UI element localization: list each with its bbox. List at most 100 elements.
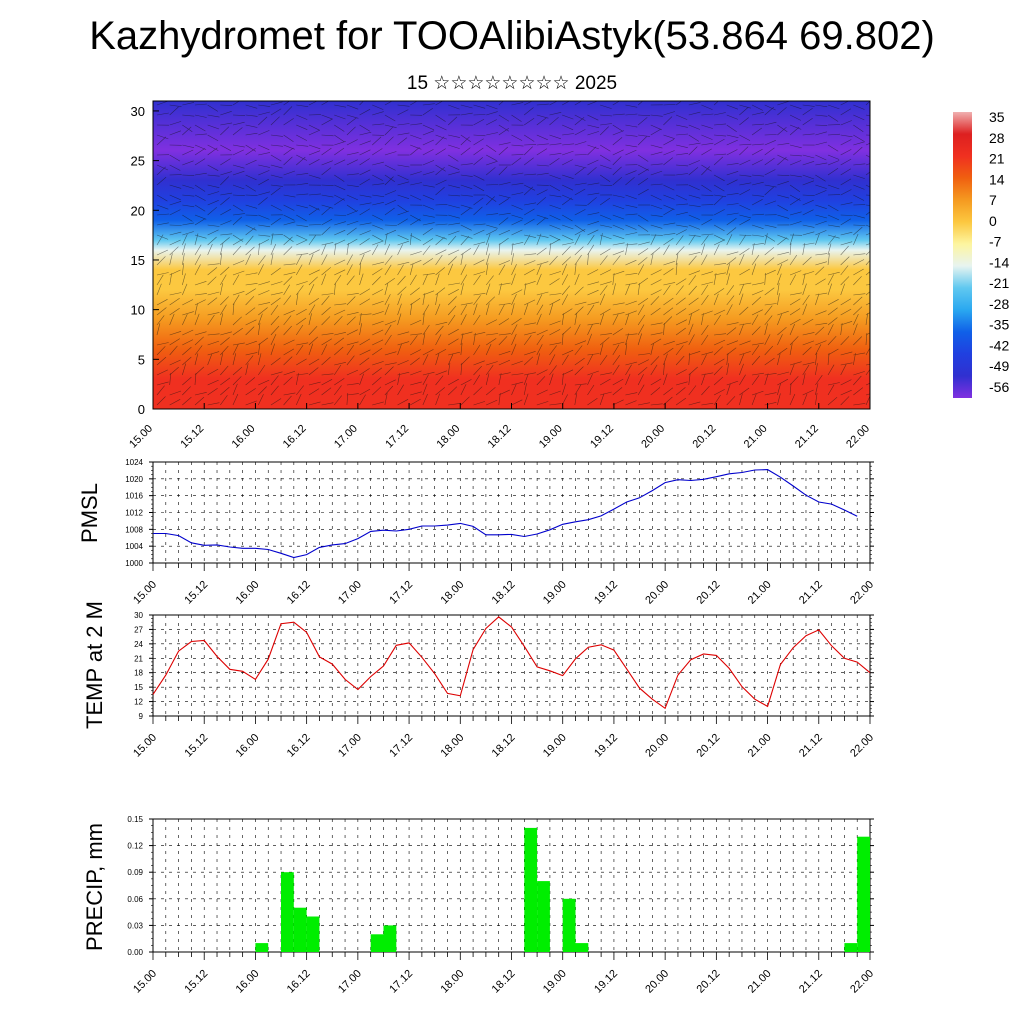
- xtick-label: 16.12: [285, 968, 313, 996]
- colorbar-label: -49: [989, 358, 1009, 374]
- ytick-label: 1016: [125, 492, 143, 501]
- wind-barbs: [156, 101, 870, 406]
- precip-bar: [575, 943, 589, 952]
- heatmap-xtick-label: 18.00: [434, 423, 462, 451]
- heatmap-ytick-label: 15: [131, 253, 145, 268]
- xtick-label: 19.12: [592, 732, 620, 760]
- ytick-label: 30: [134, 611, 143, 620]
- xtick-label: 18.12: [490, 968, 518, 996]
- xtick-label: 21.00: [746, 732, 774, 760]
- heatmap-ytick-label: 0: [138, 402, 145, 417]
- colorbar-label: 0: [989, 213, 997, 229]
- colorbar-label: -21: [989, 275, 1009, 291]
- precip-bar: [383, 925, 397, 952]
- heatmap-xtick-label: 17.00: [332, 423, 360, 451]
- series-line: [153, 469, 858, 559]
- xtick-label: 15.00: [131, 732, 159, 760]
- xtick-label: 15.12: [182, 968, 210, 996]
- colorbar-label: -28: [989, 296, 1009, 312]
- colorbar-label: 28: [989, 130, 1005, 146]
- xtick-label: 21.12: [797, 968, 825, 996]
- colorbar-label: -35: [989, 317, 1009, 333]
- precip-bar: [293, 907, 307, 952]
- colorbar-label: -14: [989, 254, 1009, 270]
- xtick-label: 15.12: [182, 579, 210, 607]
- xtick-label: 17.12: [387, 732, 415, 760]
- pmsl-panel: 1000 1004 1008 1012 1016 1020 1024 15.00 15.12 16…: [125, 458, 876, 607]
- heatmap-xtick-label: 22.00: [844, 423, 872, 451]
- heatmap-ytick-label: 20: [131, 203, 145, 218]
- ytick-label: 1024: [125, 458, 143, 467]
- heatmap-panel: 0 5 10 15 20 25 30 15.00 15.12 16.00 16.12 17.00 17.…: [127, 100, 872, 451]
- precip-panel: 0.00 0.03 0.06 0.09 0.12 0.15 15.00 15.12 16.00 1…: [127, 815, 876, 996]
- colorbar-bar: [953, 112, 972, 398]
- heatmap-ytick-label: 5: [138, 352, 145, 367]
- xtick-label: 16.12: [285, 732, 313, 760]
- xtick-label: 20.00: [643, 579, 671, 607]
- xtick-label: 17.00: [336, 968, 364, 996]
- ytick-label: 21: [134, 654, 143, 663]
- xtick-label: 18.12: [490, 732, 518, 760]
- ytick-label: 15: [134, 683, 143, 692]
- heatmap-xtick-label: 17.12: [383, 423, 411, 451]
- ytick-label: 1012: [125, 509, 143, 518]
- colorbar-label: 7: [989, 192, 997, 208]
- heatmap-xtick-label: 19.12: [588, 423, 616, 451]
- xtick-label: 15.12: [182, 732, 210, 760]
- precip-bar: [306, 916, 320, 952]
- xtick-label: 19.12: [592, 579, 620, 607]
- ytick-label: 0.03: [127, 921, 143, 930]
- xtick-label: 22.00: [848, 732, 876, 760]
- xtick-label: 17.00: [336, 732, 364, 760]
- ytick-label: 0.09: [127, 868, 143, 877]
- xtick-label: 22.00: [848, 579, 876, 607]
- precip-bar: [281, 872, 294, 952]
- precip-bar: [370, 934, 384, 952]
- heatmap-xtick-label: 21.00: [742, 423, 770, 451]
- heatmap-ytick-label: 25: [131, 154, 145, 169]
- xtick-label: 17.12: [387, 579, 415, 607]
- xtick-label: 21.00: [746, 579, 774, 607]
- xtick-label: 18.12: [490, 579, 518, 607]
- xtick-label: 15.00: [131, 579, 159, 607]
- heatmap-xtick-label: 15.00: [127, 423, 155, 451]
- xtick-label: 19.00: [541, 732, 569, 760]
- precip-bar: [857, 836, 870, 952]
- chart-title: Kazhydromet for TOOAlibiAstyk(53.864 69.…: [89, 14, 935, 58]
- ytick-label: 0.15: [127, 815, 143, 824]
- xtick-label: 21.00: [746, 968, 774, 996]
- colorbar: 35 28 21 14 7 0 -7 -14 -21 -28 -35 -42 -49 -56: [953, 109, 1009, 398]
- colorbar-label: -56: [989, 379, 1009, 395]
- xtick-label: 18.00: [438, 968, 466, 996]
- heatmap-xtick-label: 20.00: [639, 423, 667, 451]
- precip-bar: [524, 827, 538, 952]
- heatmap-xtick-label: 18.12: [486, 423, 514, 451]
- colorbar-label: 21: [989, 151, 1005, 167]
- xtick-label: 16.00: [234, 579, 262, 607]
- precip-bar: [537, 881, 550, 952]
- xtick-label: 19.00: [541, 968, 569, 996]
- temp-panel: 9 12 15 18 21 24 27 30 15.00 15.12 16.00 16.12 17.00…: [131, 611, 876, 760]
- ytick-label: 9: [139, 712, 144, 721]
- ytick-label: 1004: [125, 542, 143, 551]
- colorbar-label: -7: [989, 234, 1002, 250]
- xtick-label: 16.12: [285, 579, 313, 607]
- heatmap-xtick-label: 15.12: [178, 423, 206, 451]
- xtick-label: 20.00: [643, 732, 671, 760]
- colorbar-label: 14: [989, 171, 1005, 187]
- xtick-label: 18.00: [438, 579, 466, 607]
- heatmap-xtick-label: 20.12: [691, 423, 719, 451]
- chart-subtitle: 15 ☆☆☆☆☆☆☆☆ 2025: [406, 73, 618, 94]
- xtick-label: 18.00: [438, 732, 466, 760]
- ytick-label: 1000: [125, 559, 143, 568]
- xtick-label: 15.00: [131, 968, 159, 996]
- xtick-label: 20.00: [643, 968, 671, 996]
- precip-bar: [255, 943, 269, 952]
- ytick-label: 0.00: [127, 948, 143, 957]
- colorbar-label: -42: [989, 337, 1009, 353]
- ytick-label: 0.12: [127, 842, 143, 851]
- heatmap-xtick-label: 19.00: [537, 423, 565, 451]
- ytick-label: 12: [134, 698, 143, 707]
- series-line: [152, 616, 871, 710]
